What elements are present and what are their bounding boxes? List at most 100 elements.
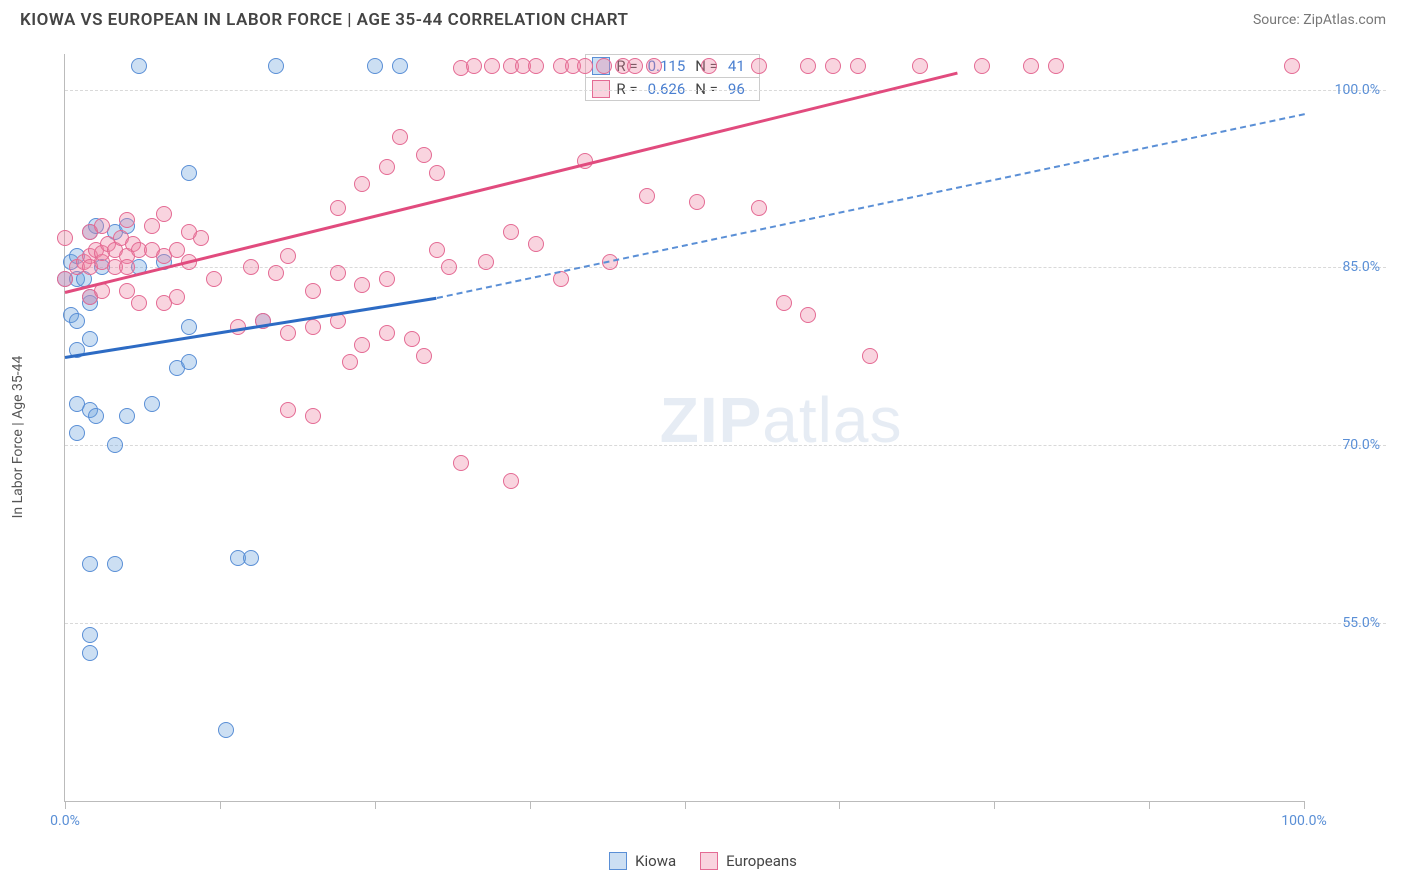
- data-point: [280, 248, 296, 264]
- data-point: [268, 265, 284, 281]
- data-point: [268, 58, 284, 74]
- data-point: [119, 259, 135, 275]
- data-point: [354, 277, 370, 293]
- data-point: [181, 165, 197, 181]
- data-point: [144, 218, 160, 234]
- source-attribution: Source: ZipAtlas.com: [1253, 12, 1386, 28]
- data-point: [912, 58, 928, 74]
- data-point: [156, 206, 172, 222]
- data-point: [453, 455, 469, 471]
- x-tick: [1149, 801, 1150, 809]
- data-point: [429, 242, 445, 258]
- data-point: [751, 200, 767, 216]
- gridline: [65, 623, 1386, 624]
- kiowa-n-value: 41: [724, 57, 749, 75]
- data-point: [404, 331, 420, 347]
- data-point: [701, 58, 717, 74]
- legend: Kiowa Europeans: [0, 852, 1406, 870]
- x-tick: [375, 801, 376, 809]
- stats-row-europeans: R = 0.626 N = 96: [586, 77, 758, 100]
- data-point: [596, 58, 612, 74]
- data-point: [342, 354, 358, 370]
- x-tick: [685, 801, 686, 809]
- data-point: [330, 265, 346, 281]
- data-point: [69, 313, 85, 329]
- kiowa-legend-swatch: [609, 852, 627, 870]
- trend-line: [436, 113, 1304, 299]
- chart-container: In Labor Force | Age 35-44 ZIPatlas R = …: [20, 42, 1386, 832]
- data-point: [751, 58, 767, 74]
- data-point: [131, 295, 147, 311]
- chart-title: KIOWA VS EUROPEAN IN LABOR FORCE | AGE 3…: [20, 10, 628, 30]
- x-tick: [65, 801, 66, 809]
- data-point: [280, 325, 296, 341]
- europeans-legend-swatch: [700, 852, 718, 870]
- data-point: [466, 58, 482, 74]
- data-point: [305, 408, 321, 424]
- data-point: [800, 58, 816, 74]
- x-axis-max-label: 100.0%: [1281, 813, 1326, 829]
- data-point: [528, 236, 544, 252]
- data-point: [107, 437, 123, 453]
- x-tick: [1304, 801, 1305, 809]
- data-point: [379, 271, 395, 287]
- data-point: [206, 271, 222, 287]
- trend-line: [65, 72, 958, 294]
- data-point: [379, 325, 395, 341]
- data-point: [354, 176, 370, 192]
- data-point: [107, 556, 123, 572]
- y-tick-label: 55.0%: [1342, 615, 1380, 631]
- data-point: [776, 295, 792, 311]
- data-point: [1048, 58, 1064, 74]
- gridline: [65, 90, 1386, 91]
- data-point: [379, 159, 395, 175]
- y-tick-label: 70.0%: [1342, 437, 1380, 453]
- data-point: [367, 58, 383, 74]
- data-point: [330, 200, 346, 216]
- data-point: [243, 550, 259, 566]
- data-point: [181, 354, 197, 370]
- data-point: [69, 425, 85, 441]
- data-point: [119, 212, 135, 228]
- data-point: [305, 319, 321, 335]
- data-point: [119, 408, 135, 424]
- europeans-legend-label: Europeans: [726, 852, 797, 870]
- gridline: [65, 267, 1386, 268]
- kiowa-legend-label: Kiowa: [635, 852, 676, 870]
- plot-area: ZIPatlas R = 0.115 N = 41 R = 0.626 N = …: [64, 54, 1304, 802]
- data-point: [577, 58, 593, 74]
- data-point: [416, 348, 432, 364]
- data-point: [441, 259, 457, 275]
- data-point: [503, 473, 519, 489]
- data-point: [305, 283, 321, 299]
- data-point: [416, 147, 432, 163]
- data-point: [57, 271, 73, 287]
- data-point: [392, 129, 408, 145]
- data-point: [82, 627, 98, 643]
- data-point: [627, 58, 643, 74]
- stats-row-kiowa: R = 0.115 N = 41: [586, 55, 758, 77]
- x-tick: [839, 801, 840, 809]
- y-tick-label: 100.0%: [1335, 82, 1380, 98]
- y-tick-label: 85.0%: [1342, 259, 1380, 275]
- legend-item-europeans: Europeans: [700, 852, 797, 870]
- data-point: [862, 348, 878, 364]
- data-point: [646, 58, 662, 74]
- data-point: [57, 230, 73, 246]
- data-point: [800, 307, 816, 323]
- gridline: [65, 445, 1386, 446]
- stats-legend-box: R = 0.115 N = 41 R = 0.626 N = 96: [585, 54, 759, 101]
- data-point: [181, 319, 197, 335]
- data-point: [354, 337, 370, 353]
- x-tick: [530, 801, 531, 809]
- data-point: [144, 396, 160, 412]
- data-point: [280, 402, 296, 418]
- data-point: [850, 58, 866, 74]
- data-point: [503, 224, 519, 240]
- x-axis-min-label: 0.0%: [50, 813, 80, 829]
- x-tick: [220, 801, 221, 809]
- data-point: [974, 58, 990, 74]
- data-point: [82, 331, 98, 347]
- data-point: [243, 259, 259, 275]
- y-axis-label: In Labor Force | Age 35-44: [10, 356, 26, 519]
